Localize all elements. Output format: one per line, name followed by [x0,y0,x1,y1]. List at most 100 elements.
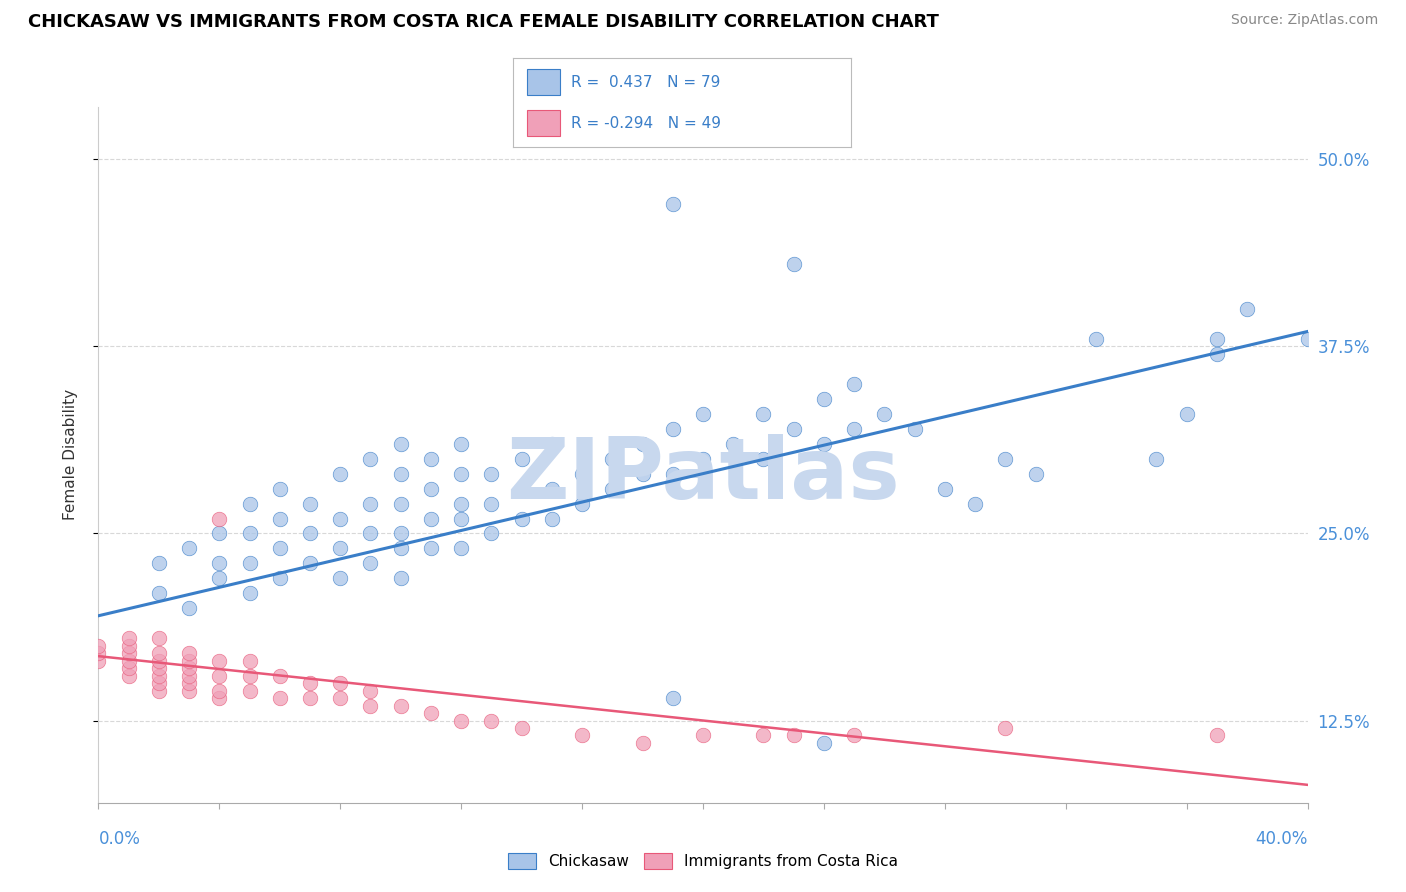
Point [299,691,322,706]
Point [389,698,412,713]
Point [602,451,624,466]
Point [450,467,472,481]
Point [239,557,262,571]
Point [360,557,382,571]
Point [481,526,503,541]
Point [873,407,896,421]
Point [239,683,262,698]
Point [450,497,472,511]
Text: R =  0.437   N = 79: R = 0.437 N = 79 [571,75,720,89]
Point [540,436,562,450]
Point [179,676,201,690]
Point [844,729,866,743]
Point [148,683,170,698]
Point [1024,467,1046,481]
Point [1236,301,1258,316]
Point [450,541,472,556]
Point [299,526,322,541]
Point [329,676,352,690]
Point [420,451,443,466]
Point [179,683,201,698]
Point [723,436,745,450]
Point [752,451,775,466]
Point [329,467,352,481]
Point [87,639,110,653]
Text: 40.0%: 40.0% [1256,830,1308,847]
Point [662,197,685,211]
Point [994,721,1017,735]
Point [299,557,322,571]
Point [450,436,472,450]
Point [844,422,866,436]
Point [269,482,291,496]
Point [148,631,170,645]
Point [965,497,987,511]
Point [148,654,170,668]
Point [510,511,533,525]
Point [1144,451,1167,466]
Point [208,511,231,525]
Point [389,541,412,556]
Point [269,571,291,585]
Point [118,639,141,653]
Point [118,631,141,645]
Point [389,526,412,541]
Point [179,654,201,668]
Point [389,436,412,450]
Point [481,714,503,728]
Point [118,661,141,675]
Point [510,482,533,496]
Point [631,736,654,750]
Point [360,683,382,698]
Point [329,541,352,556]
Point [208,526,231,541]
Point [783,257,806,271]
Point [269,511,291,525]
Point [118,654,141,668]
Point [571,467,593,481]
Point [813,436,835,450]
Point [571,497,593,511]
Point [631,467,654,481]
Point [389,571,412,585]
Point [1085,332,1108,346]
Point [1296,332,1319,346]
Point [813,392,835,406]
Point [208,654,231,668]
Point [1206,729,1229,743]
Point [239,654,262,668]
Point [329,571,352,585]
Point [87,654,110,668]
Point [692,451,714,466]
Text: CHICKASAW VS IMMIGRANTS FROM COSTA RICA FEMALE DISABILITY CORRELATION CHART: CHICKASAW VS IMMIGRANTS FROM COSTA RICA … [28,13,939,31]
Point [360,451,382,466]
Point [208,571,231,585]
Point [1206,332,1229,346]
Point [179,646,201,660]
Text: 0.0%: 0.0% [98,830,141,847]
Point [510,721,533,735]
Point [481,467,503,481]
Point [179,668,201,682]
Point [208,668,231,682]
Point [813,736,835,750]
Point [269,668,291,682]
Point [934,482,956,496]
Point [1206,347,1229,361]
Point [1175,407,1198,421]
Point [360,698,382,713]
Point [420,511,443,525]
Point [752,729,775,743]
Point [118,668,141,682]
Text: Source: ZipAtlas.com: Source: ZipAtlas.com [1230,13,1378,28]
Point [752,407,775,421]
Point [87,646,110,660]
Point [389,497,412,511]
Point [269,541,291,556]
Point [662,467,685,481]
Point [269,691,291,706]
Point [420,482,443,496]
Point [602,482,624,496]
Text: R = -0.294   N = 49: R = -0.294 N = 49 [571,116,720,130]
Point [179,541,201,556]
